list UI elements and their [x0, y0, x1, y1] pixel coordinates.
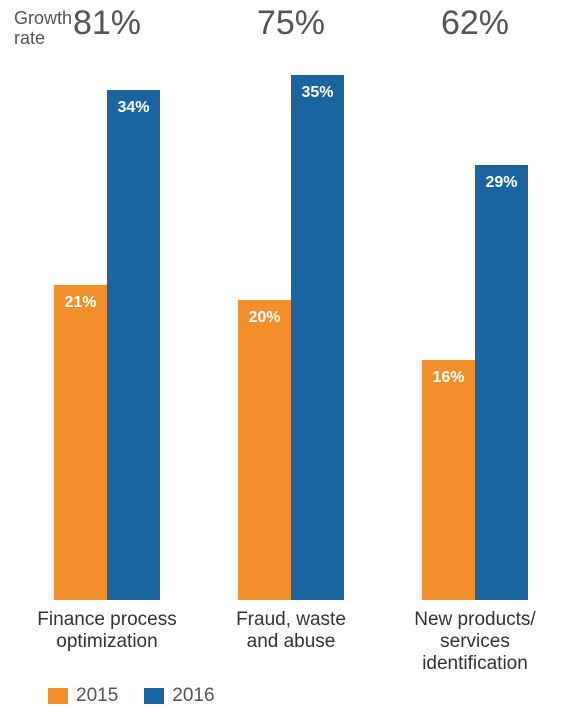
legend-swatch-2015	[48, 688, 68, 704]
bar-2015-2	[238, 300, 291, 600]
chart-legend: 2015 2016	[48, 685, 215, 707]
growth-rate-3: 62%	[441, 4, 509, 42]
bar-value-label-2015-1: 21%	[64, 294, 96, 311]
legend-label-2015: 2015	[76, 685, 119, 706]
legend-item-2016: 2016	[144, 685, 215, 707]
bar-2016-1	[107, 90, 160, 600]
bar-value-label-2016-1: 34%	[117, 99, 149, 116]
category-label-2-line-1: Fraud, waste	[236, 609, 346, 630]
bar-value-label-2016-3: 29%	[485, 174, 517, 191]
legend-item-2015: 2015	[48, 685, 118, 707]
bar-2016-2	[291, 75, 344, 600]
category-label-1-line-1: Finance process	[37, 609, 176, 630]
bar-value-label-2016-2: 35%	[301, 84, 333, 101]
category-label-3-line-2: services	[440, 631, 510, 652]
bar-2015-1	[54, 285, 107, 600]
growth-rate-1: 81%	[73, 4, 141, 42]
bar-value-label-2015-3: 16%	[432, 369, 464, 386]
growth-rate-2: 75%	[257, 4, 325, 42]
category-label-1-line-2: optimization	[56, 631, 157, 652]
bar-2016-3	[475, 165, 528, 600]
category-label-3-line-3: identification	[422, 653, 528, 674]
bar-2015-3	[422, 360, 475, 600]
category-label-3-line-1: New products/	[414, 609, 536, 630]
category-label-2-line-2: and abuse	[247, 631, 336, 652]
growth-rate-caption-line-2: rate	[14, 28, 46, 48]
legend-swatch-2016	[144, 688, 165, 704]
bar-value-label-2015-2: 20%	[248, 309, 280, 326]
legend-label-2016: 2016	[172, 685, 215, 706]
growth-rate-caption-line-1: Growth	[14, 8, 73, 28]
growth-rate-caption: Growth rate	[14, 8, 94, 48]
